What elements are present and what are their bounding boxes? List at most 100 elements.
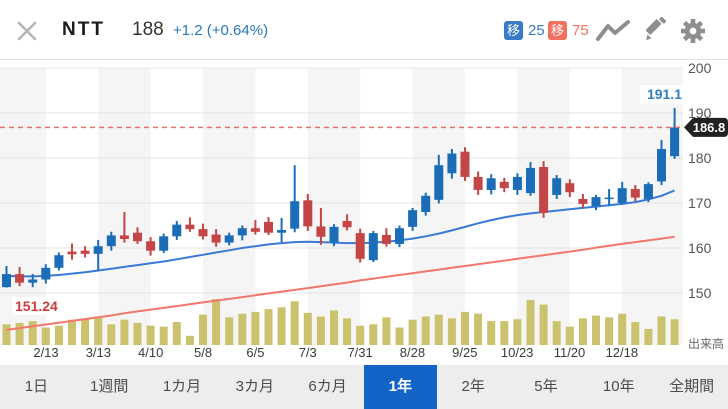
candle-down	[303, 200, 313, 227]
close-button[interactable]	[16, 20, 38, 42]
candle-up	[395, 228, 404, 244]
candle-down	[342, 221, 352, 228]
volume-bar	[578, 318, 587, 345]
volume-bar	[212, 299, 221, 345]
volume-bar	[68, 319, 76, 345]
volume-bar	[159, 326, 168, 345]
candle-up	[434, 165, 444, 200]
volume-bar	[28, 321, 37, 345]
volume-bar	[41, 327, 50, 345]
candle-up	[93, 246, 103, 254]
period-tab-7[interactable]: 2年	[461, 378, 485, 395]
volume-bar	[330, 310, 338, 345]
period-tab-2[interactable]: 1週間	[90, 378, 129, 395]
candle-down	[211, 234, 221, 243]
volume-bar	[2, 324, 11, 345]
stock-price: 188	[132, 19, 164, 40]
period-tab-4[interactable]: 3カ月	[235, 378, 274, 395]
chart-type-button[interactable]	[596, 20, 630, 42]
candle-down	[539, 167, 549, 213]
x-axis-label: 12/18	[606, 345, 639, 360]
volume-bar	[277, 307, 286, 345]
y-tick-label: 200	[688, 60, 712, 76]
period-tabbar: 1日 1週間 1カ月 3カ月 6カ月 1年 2年 5年 10年 全期間	[0, 365, 728, 409]
header: NTT 188 +1.2 (+0.64%) 移 25 移 75	[0, 0, 728, 60]
candle-up	[486, 178, 496, 190]
candle-up	[604, 197, 614, 200]
candle-up	[512, 176, 522, 190]
y-tick-label: 160	[688, 240, 712, 256]
volume-bar	[500, 321, 509, 345]
period-tab-5[interactable]: 6カ月	[308, 378, 347, 395]
volume-bar	[185, 335, 194, 345]
candle-up	[643, 184, 653, 199]
month-stripe	[98, 68, 151, 345]
candle-up	[224, 235, 234, 243]
volume-axis-label: 出来高	[688, 336, 724, 351]
settings-button[interactable]	[678, 16, 708, 46]
candle-up	[591, 197, 601, 207]
candle-up	[421, 195, 431, 212]
period-tab-3[interactable]: 1カ月	[162, 378, 202, 395]
period-tab-1[interactable]: 1日	[24, 378, 49, 395]
candle-up	[657, 149, 666, 182]
candle-up	[28, 279, 38, 283]
pencil-icon	[645, 17, 666, 40]
period-tab-6[interactable]: 1年	[363, 365, 437, 409]
candle-down	[133, 232, 142, 242]
x-axis-label: 11/20	[554, 345, 586, 360]
candle-up	[552, 178, 562, 195]
volume-bar	[657, 316, 666, 345]
ma25-badge-icon[interactable]: 移	[504, 21, 523, 40]
candle-down	[146, 241, 156, 251]
ma75-badge-value: 75	[572, 22, 589, 39]
close-icon	[17, 21, 37, 41]
volume-bar	[251, 311, 260, 345]
x-axis-label: 9/25	[452, 345, 477, 360]
moving-average-line	[6, 189, 675, 278]
volume-bar	[264, 309, 273, 345]
x-axis-label: 2/13	[33, 345, 58, 360]
candle-up	[159, 236, 169, 251]
draw-button[interactable]	[643, 17, 669, 43]
volume-bar	[303, 312, 312, 345]
ma75-badge-icon[interactable]: 移	[548, 21, 567, 40]
volume-bar	[290, 301, 299, 345]
candle-down	[15, 274, 25, 283]
month-stripe	[203, 68, 256, 345]
volume-bar	[565, 326, 574, 345]
y-tick-label: 180	[688, 150, 712, 166]
candle-down	[381, 234, 391, 244]
volume-bar	[316, 316, 325, 345]
period-tab-9[interactable]: 10年	[602, 378, 635, 395]
volume-bar	[15, 322, 24, 345]
stock-symbol: NTT	[62, 19, 105, 40]
y-tick-label: 170	[688, 195, 712, 211]
volume-bar	[605, 317, 614, 345]
volume-bar	[54, 325, 63, 345]
volume-bar	[81, 318, 90, 345]
volume-bar	[94, 316, 103, 345]
candle-up	[2, 274, 11, 288]
month-stripe	[307, 68, 361, 345]
header-divider	[0, 59, 728, 60]
volume-bar	[408, 319, 417, 345]
volume-bar	[421, 316, 430, 345]
x-axis-label: 7/31	[347, 345, 372, 360]
candle-down	[460, 151, 470, 177]
candle-down	[630, 189, 640, 198]
period-tab-10[interactable]: 全期間	[669, 378, 715, 395]
volume-bar	[172, 322, 181, 345]
period-tab-8[interactable]: 5年	[534, 378, 558, 395]
candle-down	[578, 198, 588, 204]
volume-bar	[474, 313, 483, 345]
volume-bar	[107, 324, 116, 345]
candle-down	[565, 183, 575, 193]
volume-bar	[526, 299, 535, 345]
volume-bar	[120, 319, 129, 345]
high-price-label: 191.1	[647, 86, 682, 102]
volume-bar	[513, 319, 522, 345]
volume-bar	[395, 327, 404, 345]
